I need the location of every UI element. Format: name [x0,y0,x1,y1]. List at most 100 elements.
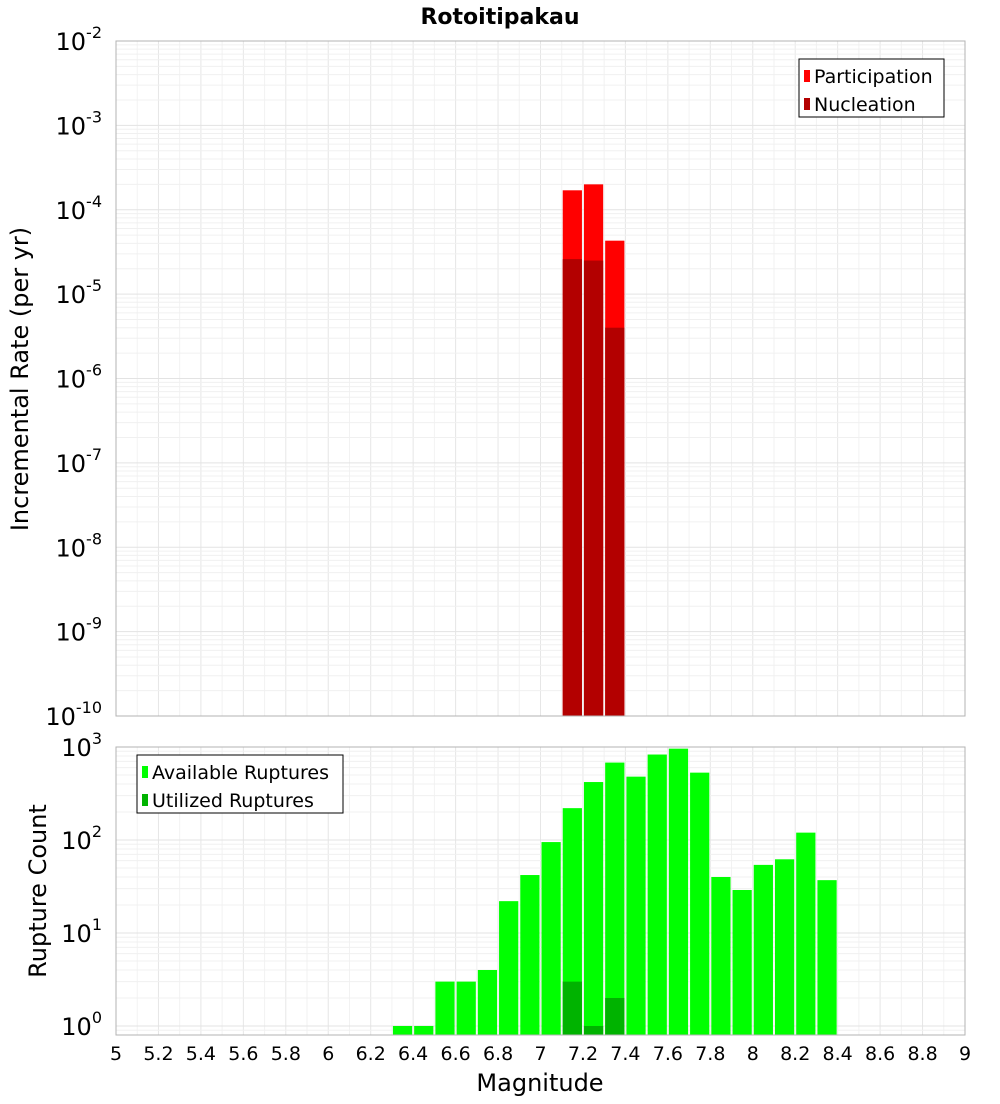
y-tick-exponent: -3 [86,107,102,126]
x-tick-label: 7.6 [653,1043,683,1065]
top-y-tick-label: 10-4 [56,192,103,225]
x-tick-label: 7.2 [568,1043,598,1065]
x-tick-label: 8.2 [780,1043,810,1065]
bottom-bar-available-ruptures [796,832,816,1035]
bottom-bar-available-ruptures [541,842,561,1035]
y-tick-base: 10 [61,827,92,855]
bottom-bar-utilized-ruptures [583,1025,604,1035]
bottom-legend-swatch-1 [142,794,148,806]
y-tick-exponent: -6 [86,361,102,380]
y-tick-base: 10 [56,112,87,140]
y-tick-base: 10 [56,197,87,225]
bottom-y-tick-label: 103 [61,729,102,762]
x-tick-label: 8.6 [865,1043,895,1065]
y-tick-base: 10 [56,366,87,394]
top-y-tick-label: 10-6 [56,361,103,394]
y-tick-exponent: 1 [92,915,102,934]
y-tick-exponent: -9 [86,614,102,633]
top-y-tick-label: 10-7 [56,445,103,478]
x-tick-label: 5.4 [186,1043,216,1065]
y-tick-base: 10 [56,28,87,56]
y-tick-exponent: -5 [86,276,102,295]
x-tick-label: 5.8 [271,1043,301,1065]
top-y-tick-label: 10-10 [45,698,102,731]
y-tick-base: 10 [56,281,87,309]
y-tick-exponent: -2 [86,23,102,42]
x-tick-label: 8 [747,1043,759,1065]
top-y-axis-label: Incremental Rate (per yr) [6,227,34,531]
y-tick-base: 10 [56,450,87,478]
x-tick-label: 8.4 [823,1043,853,1065]
y-tick-base: 10 [56,619,87,647]
y-tick-exponent: -8 [86,529,102,548]
bottom-bar-available-ruptures [605,762,625,1035]
bottom-legend-swatch-0 [142,766,148,778]
x-tick-label: 7.4 [610,1043,640,1065]
x-tick-label: 6.4 [398,1043,428,1065]
y-tick-exponent: -7 [86,445,102,464]
bottom-bar-utilized-ruptures [562,981,582,1035]
top-bar-nucleation [583,260,604,716]
top-y-tick-label: 10-5 [56,276,103,309]
bottom-bar-available-ruptures [520,875,540,1035]
bottom-legend-box [136,754,344,814]
top-y-tick-label: 10-3 [56,107,103,140]
y-tick-exponent: -10 [76,698,102,717]
x-tick-label: 5.6 [228,1043,258,1065]
bottom-bar-available-ruptures [477,969,498,1035]
top-legend-label-0: Participation [814,66,933,88]
y-tick-base: 10 [45,703,76,731]
y-tick-base: 10 [61,1013,92,1041]
top-bar-nucleation [562,259,582,716]
top-y-tick-label: 10-2 [56,23,103,56]
bottom-bar-available-ruptures [562,808,582,1035]
bottom-bar-available-ruptures [690,772,710,1035]
bottom-bar-available-ruptures [647,754,667,1035]
top-y-tick-label: 10-8 [56,529,103,562]
x-tick-label: 8.8 [907,1043,937,1065]
top-legend-swatch-0 [804,70,810,82]
x-tick-label: 9 [959,1043,971,1065]
chart-title: Rotoitipakau [420,5,579,30]
bottom-y-tick-label: 102 [61,822,102,855]
bottom-bar-available-ruptures [732,889,752,1035]
bottom-legend-label-1: Utilized Ruptures [152,790,314,812]
bottom-y-tick-label: 100 [61,1008,102,1041]
bottom-legend-label-0: Available Ruptures [152,762,329,784]
x-tick-label: 7.8 [695,1043,725,1065]
bottom-bar-available-ruptures [626,776,646,1035]
x-tick-label: 6.2 [356,1043,386,1065]
y-tick-exponent: -4 [86,192,102,211]
y-tick-base: 10 [61,734,92,762]
bottom-bar-available-ruptures [668,748,689,1035]
x-tick-label: 5 [110,1043,122,1065]
top-bar-nucleation [605,327,625,716]
y-tick-exponent: 0 [92,1008,102,1027]
top-legend-box [798,58,945,118]
y-tick-base: 10 [61,920,92,948]
top-plot-frame [115,40,966,717]
bottom-y-tick-label: 101 [61,915,102,948]
x-tick-label: 7 [534,1043,546,1065]
top-y-tick-label: 10-9 [56,614,103,647]
bottom-y-axis-label: Rupture Count [24,804,52,978]
bottom-bar-available-ruptures [817,880,837,1035]
bottom-plot-frame [115,746,966,1036]
bottom-bar-available-ruptures [392,1025,413,1035]
top-legend-label-1: Nucleation [814,94,916,116]
y-tick-base: 10 [56,534,87,562]
bottom-bar-available-ruptures [774,859,795,1035]
x-tick-label: 6 [322,1043,334,1065]
top-legend-swatch-1 [804,98,810,110]
y-tick-exponent: 2 [92,822,102,841]
bottom-bar-available-ruptures [456,981,476,1035]
x-tick-label: 6.6 [440,1043,470,1065]
bottom-bar-available-ruptures [414,1025,434,1035]
bottom-bar-available-ruptures [753,864,773,1035]
bottom-bar-available-ruptures [435,981,455,1035]
x-tick-label: 6.8 [483,1043,513,1065]
bottom-bar-available-ruptures [711,877,731,1035]
y-tick-exponent: 3 [92,729,102,748]
